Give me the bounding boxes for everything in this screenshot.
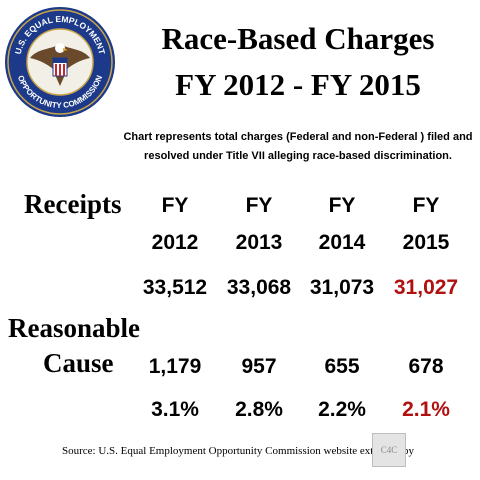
cause-value: 678: [408, 355, 444, 378]
fy-label: FY: [245, 194, 273, 217]
year-label: 2013: [235, 231, 283, 254]
cause-percent-highlight: 2.1%: [402, 398, 450, 421]
cause-percent: 2.8%: [235, 398, 283, 421]
year-label: 2015: [402, 231, 450, 254]
eagle-icon: [30, 43, 90, 86]
cause-label: Cause: [43, 348, 114, 378]
c4c-badge-logo: C4C: [372, 433, 406, 467]
chart-note: Chart represents total charges (Federal …: [118, 128, 478, 166]
source-note: Source: U.S. Equal Employment Opportunit…: [62, 445, 414, 457]
cause-value: 957: [241, 355, 277, 378]
cause-value: 1,179: [148, 355, 202, 378]
receipts-value: 33,512: [142, 276, 208, 299]
fy-label: FY: [412, 194, 440, 217]
cause-percent: 2.2%: [318, 398, 366, 421]
cause-percent: 3.1%: [151, 398, 199, 421]
receipts-label: Receipts: [24, 189, 122, 219]
reasonable-label: Reasonable: [8, 313, 141, 343]
page-title: Race-Based Charges: [161, 21, 435, 56]
fy-label: FY: [161, 194, 189, 217]
page-subtitle: FY 2012 - FY 2015: [175, 67, 421, 102]
note-line-1: Chart represents total charges (Federal …: [123, 131, 473, 143]
eeoc-seal-logo: U.S. EQUAL EMPLOYMENT OPPORTUNITY COMMIS…: [5, 7, 115, 117]
year-label: 2012: [151, 231, 199, 254]
receipts-value: 31,073: [309, 276, 375, 299]
receipts-value: 33,068: [226, 276, 292, 299]
note-line-2: resolved under Title VII alleging race-b…: [144, 150, 452, 162]
cause-value: 655: [324, 355, 360, 378]
fy-label: FY: [328, 194, 356, 217]
receipts-value-highlight: 31,027: [393, 276, 459, 299]
year-label: 2014: [318, 231, 366, 254]
